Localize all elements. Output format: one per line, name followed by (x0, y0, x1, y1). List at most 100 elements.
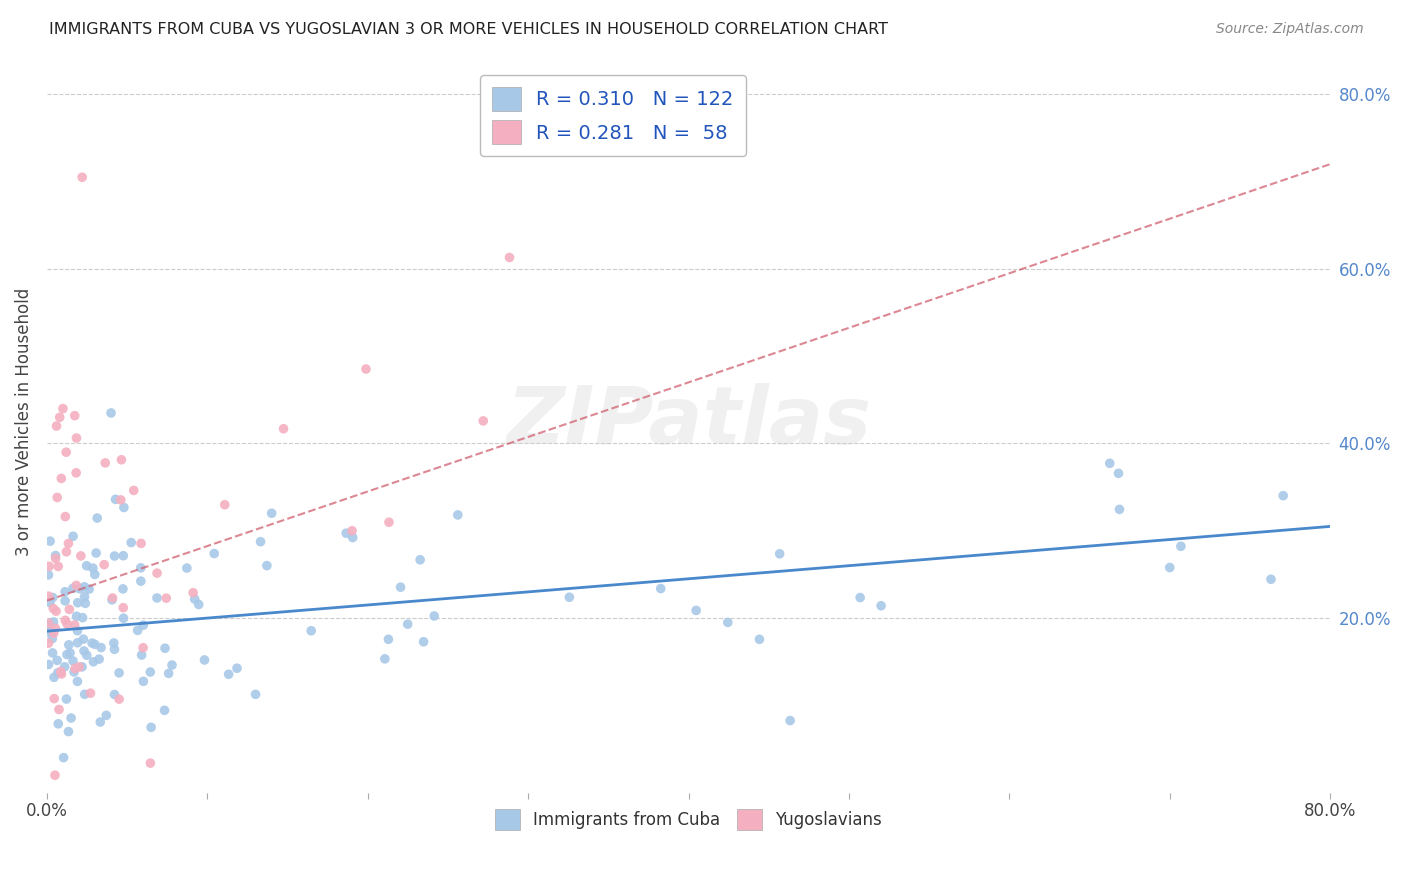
Immigrants from Cuba (779, 714, 801, 728)
Immigrants from Cuba (1170, 539, 1192, 553)
Immigrants from Cuba (53, 660, 76, 674)
Immigrants from Cuba (66, 636, 89, 650)
Immigrants from Cuba (41, 646, 63, 660)
Yugoslavians (51, 667, 73, 681)
Immigrants from Cuba (37, 568, 59, 582)
Yugoslavians (42, 626, 65, 640)
Immigrants from Cuba (558, 591, 581, 605)
Immigrants from Cuba (53, 594, 76, 608)
Immigrants from Cuba (63, 665, 86, 679)
Immigrants from Cuba (73, 644, 96, 658)
Immigrants from Cuba (46, 716, 69, 731)
Immigrants from Cuba (60, 711, 83, 725)
Immigrants from Cuba (112, 611, 135, 625)
Yugoslavians (472, 414, 495, 428)
Immigrants from Cuba (111, 582, 134, 596)
Immigrants from Cuba (120, 535, 142, 549)
Yugoslavians (46, 559, 69, 574)
Yugoslavians (65, 578, 87, 592)
Immigrants from Cuba (46, 665, 69, 680)
Yugoslavians (108, 692, 131, 706)
Text: ZIPatlas: ZIPatlas (506, 383, 872, 460)
Immigrants from Cuba (849, 591, 872, 605)
Immigrants from Cuba (396, 617, 419, 632)
Immigrants from Cuba (129, 561, 152, 575)
Immigrants from Cuba (157, 666, 180, 681)
Legend: Immigrants from Cuba, Yugoslavians: Immigrants from Cuba, Yugoslavians (488, 803, 889, 837)
Immigrants from Cuba (42, 591, 65, 605)
Immigrants from Cuba (153, 641, 176, 656)
Immigrants from Cuba (73, 580, 96, 594)
Immigrants from Cuba (160, 658, 183, 673)
Immigrants from Cuba (103, 636, 125, 650)
Immigrants from Cuba (650, 582, 672, 596)
Immigrants from Cuba (62, 582, 84, 596)
Immigrants from Cuba (101, 592, 124, 607)
Yugoslavians (378, 515, 401, 529)
Immigrants from Cuba (73, 687, 96, 701)
Immigrants from Cuba (66, 624, 89, 638)
Yugoslavians (45, 419, 67, 434)
Immigrants from Cuba (76, 558, 98, 573)
Immigrants from Cuba (53, 584, 76, 599)
Immigrants from Cuba (75, 596, 97, 610)
Immigrants from Cuba (260, 506, 283, 520)
Immigrants from Cuba (132, 674, 155, 689)
Yugoslavians (45, 604, 67, 618)
Immigrants from Cuba (412, 634, 434, 648)
Immigrants from Cuba (70, 660, 93, 674)
Immigrants from Cuba (447, 508, 470, 522)
Immigrants from Cuba (183, 592, 205, 607)
Immigrants from Cuba (108, 665, 131, 680)
Immigrants from Cuba (66, 596, 89, 610)
Yugoslavians (122, 483, 145, 498)
Immigrants from Cuba (44, 549, 66, 563)
Yugoslavians (65, 466, 87, 480)
Immigrants from Cuba (84, 546, 107, 560)
Yugoslavians (48, 410, 70, 425)
Yugoslavians (44, 691, 66, 706)
Yugoslavians (55, 445, 77, 459)
Immigrants from Cuba (870, 599, 893, 613)
Yugoslavians (37, 589, 59, 603)
Immigrants from Cuba (685, 603, 707, 617)
Immigrants from Cuba (193, 653, 215, 667)
Immigrants from Cuba (748, 632, 770, 647)
Yugoslavians (63, 661, 86, 675)
Immigrants from Cuba (42, 670, 65, 684)
Immigrants from Cuba (139, 665, 162, 679)
Yugoslavians (53, 509, 76, 524)
Yugoslavians (110, 492, 132, 507)
Immigrants from Cuba (65, 609, 87, 624)
Yugoslavians (129, 536, 152, 550)
Yugoslavians (139, 756, 162, 771)
Immigrants from Cuba (104, 492, 127, 507)
Yugoslavians (67, 660, 90, 674)
Immigrants from Cuba (90, 640, 112, 655)
Immigrants from Cuba (127, 624, 149, 638)
Immigrants from Cuba (139, 720, 162, 734)
Yugoslavians (48, 702, 70, 716)
Immigrants from Cuba (100, 406, 122, 420)
Yugoslavians (340, 524, 363, 538)
Yugoslavians (46, 491, 69, 505)
Yugoslavians (132, 640, 155, 655)
Immigrants from Cuba (82, 655, 104, 669)
Immigrants from Cuba (717, 615, 740, 630)
Yugoslavians (55, 545, 77, 559)
Yugoslavians (63, 409, 86, 423)
Immigrants from Cuba (59, 646, 82, 660)
Immigrants from Cuba (76, 648, 98, 663)
Immigrants from Cuba (37, 618, 59, 632)
Yugoslavians (37, 636, 59, 650)
Yugoslavians (93, 558, 115, 572)
Immigrants from Cuba (249, 534, 271, 549)
Immigrants from Cuba (37, 625, 59, 640)
Yugoslavians (181, 585, 204, 599)
Immigrants from Cuba (58, 724, 80, 739)
Yugoslavians (45, 551, 67, 566)
Yugoslavians (79, 686, 101, 700)
Immigrants from Cuba (112, 500, 135, 515)
Immigrants from Cuba (245, 687, 267, 701)
Immigrants from Cuba (62, 654, 84, 668)
